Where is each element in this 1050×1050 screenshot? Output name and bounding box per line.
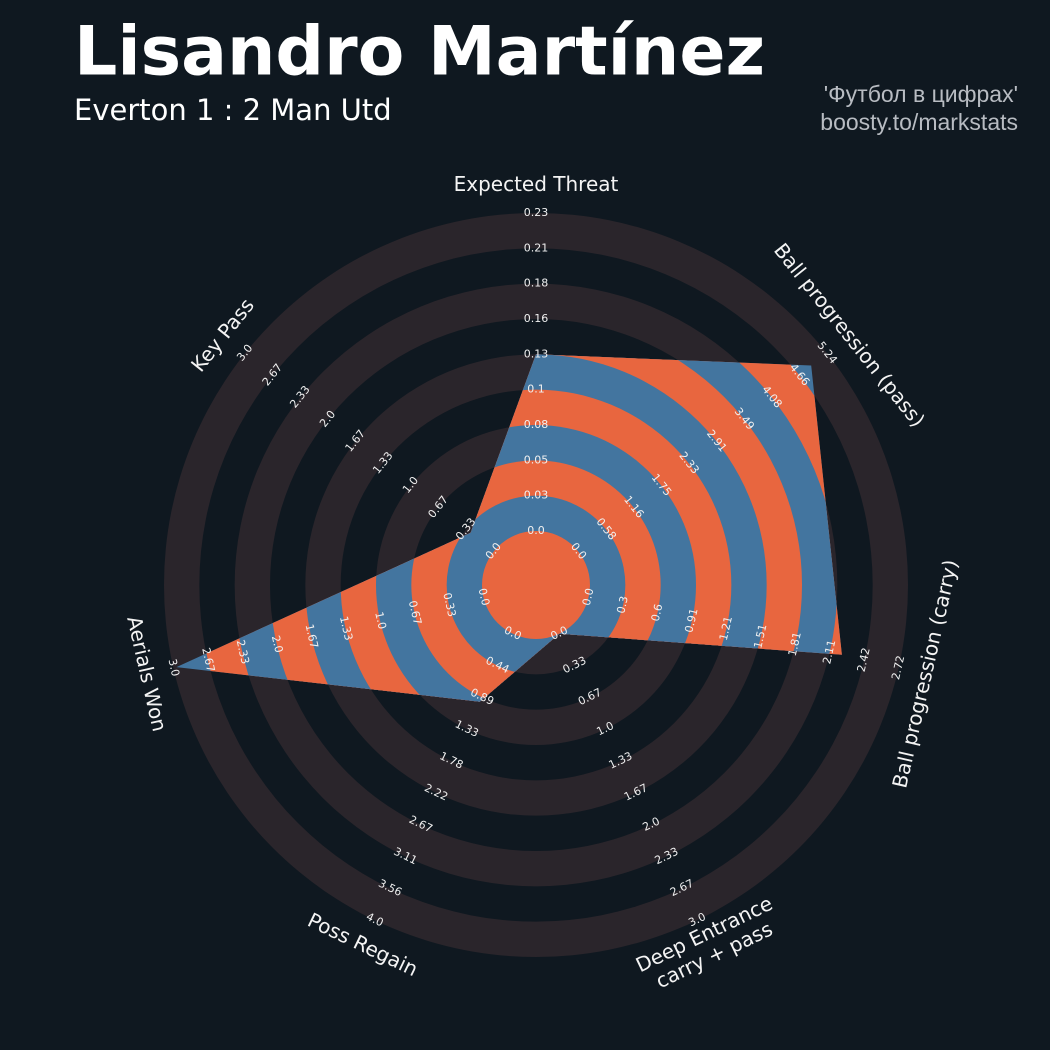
tick-label: 1.33	[337, 615, 355, 642]
tick-label: 0.0	[527, 524, 545, 537]
tick-label: 1.81	[786, 631, 804, 658]
credit: boosty.to/markstats	[820, 109, 1018, 135]
tick-label: 0.05	[524, 453, 549, 466]
tick-label: 2.67	[199, 646, 217, 673]
tick-label: 2.33	[234, 639, 252, 666]
tick-label: 1.21	[717, 615, 735, 642]
tick-label: 0.16	[524, 312, 549, 325]
tick-label: 0.3	[614, 595, 631, 615]
tick-label: 2.42	[855, 646, 873, 673]
tick-label: 2.72	[889, 654, 907, 681]
tick-label: 0.1	[527, 383, 545, 396]
tick-label: 0.33	[440, 591, 458, 618]
tick-label: 1.0	[372, 611, 389, 631]
tick-label: 0.23	[524, 206, 549, 219]
tick-label: 0.0	[476, 587, 493, 607]
tick-label: 0.91	[682, 607, 700, 634]
tick-label: 0.21	[524, 241, 549, 254]
tick-label: 2.11	[820, 639, 838, 666]
tick-label: 0.67	[406, 599, 424, 626]
tick-label: 0.18	[524, 277, 549, 290]
axis-label-line: Expected Threat	[454, 172, 619, 196]
tick-label: 2.0	[269, 634, 286, 654]
tick-label: 0.03	[524, 489, 549, 502]
axis-label: Expected Threat	[454, 172, 619, 196]
tick-label: 0.13	[524, 347, 549, 360]
radar-band	[482, 531, 590, 639]
tick-label: 0.0	[580, 587, 597, 607]
tick-label: 0.6	[649, 603, 666, 623]
chart-title: Lisandro Martínez	[74, 13, 765, 92]
credit: 'Футбол в цифрах'	[824, 81, 1018, 107]
chart-subtitle: Everton 1 : 2 Man Utd	[74, 93, 392, 127]
tick-label: 0.08	[524, 418, 549, 431]
tick-label: 1.51	[751, 623, 769, 650]
tick-label: 3.0	[166, 658, 183, 678]
tick-label: 1.67	[303, 623, 321, 650]
